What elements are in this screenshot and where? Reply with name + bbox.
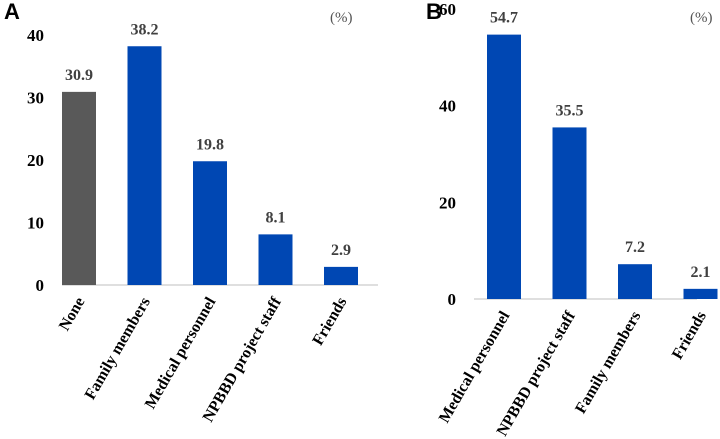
panel-b-data-label: 54.7 [490, 10, 518, 27]
panel-b-category-label: Family members [572, 309, 644, 417]
panel-a-bar [62, 91, 96, 285]
panel-a-data-label: 30.9 [65, 67, 93, 84]
panel-a-data-label: 8.1 [266, 209, 286, 226]
panel-a-category-label: Friends [310, 295, 351, 349]
panel-b-data-label: 35.5 [556, 102, 584, 119]
panel-a-category-label: Medical personnel [142, 294, 220, 412]
panel-b-y-tick-label: 0 [448, 290, 457, 309]
panel-b-y-tick-label: 60 [439, 0, 456, 19]
panel-a-bar [258, 234, 293, 285]
panel-a-chart: A (%) 0 10 20 30 40 30.9 None 38.2 Family member… [4, 0, 378, 425]
panel-a-category-label: None [56, 295, 89, 334]
panel-b-bar [552, 127, 587, 300]
panel-a-y-tick-label: 0 [36, 276, 45, 295]
panel-a-y-tick-label: 40 [27, 26, 44, 45]
panel-b-category-label: Medical personnel [436, 308, 514, 426]
panel-a-data-label: 2.9 [331, 242, 351, 259]
panel-b-y-tick-label: 40 [439, 97, 456, 116]
panel-a-bar [324, 266, 358, 285]
panel-a-unit-label: (%) [330, 10, 353, 26]
panel-a-bar [193, 161, 227, 285]
panel-b-letter: B [426, 0, 442, 24]
panel-b-bar [618, 264, 652, 299]
panel-a-y-tick-label: 10 [27, 214, 44, 233]
panel-a-data-label: 19.8 [196, 136, 224, 153]
panel-b-bar [487, 34, 521, 299]
panel-b-data-label: 7.2 [625, 239, 645, 256]
panel-b-y-tick-label: 20 [439, 193, 456, 212]
panel-a-data-label: 38.2 [131, 21, 159, 38]
panel-b-unit-label: (%) [690, 10, 713, 26]
panel-b-data-label: 2.1 [691, 264, 711, 281]
panel-b-bar [683, 288, 718, 299]
panel-a-y-tick-label: 20 [27, 151, 44, 170]
panel-a-bar [127, 46, 162, 285]
panel-a-letter: A [4, 0, 20, 24]
panel-a-category-label: Family members [82, 295, 154, 403]
panel-b-category-label: Friends [669, 309, 710, 363]
panel-a-y-tick-label: 30 [27, 89, 44, 108]
